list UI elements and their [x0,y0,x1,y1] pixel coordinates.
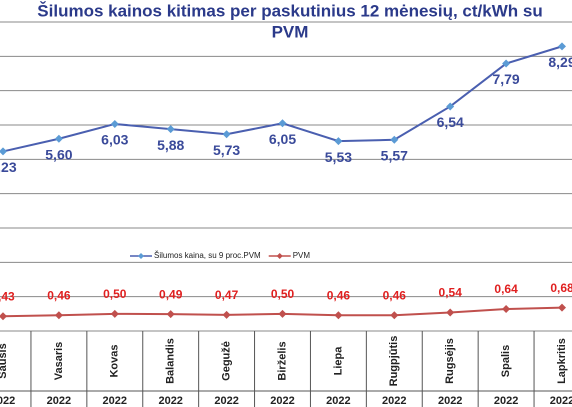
value-label: 0,68 [550,281,572,295]
x-tick-label: Liepa [332,346,344,376]
x-tick-label: Birželis [276,341,288,380]
value-label: 0,46 [383,288,407,302]
point [110,309,119,318]
x-tick-label: Lapkritis [556,338,568,384]
point [502,305,511,314]
point [446,102,455,111]
point [110,119,119,128]
point [278,309,287,318]
value-label: 0,50 [103,287,127,301]
x-tick-label: Rugpjūtis [388,336,400,387]
value-label: 0,43 [0,289,15,303]
point [334,311,343,320]
chart-title: PVM [272,22,309,41]
x-tick-year: 2022 [438,395,462,407]
value-label: 0,49 [159,287,183,301]
legend-marker [276,253,283,259]
value-label: 0,46 [327,288,351,302]
x-tick-year: 2022 [270,395,294,407]
x-tick-year: 2022 [214,395,238,407]
chart-title: Šilumos kainos kitimas per paskutinius 1… [37,1,542,20]
legend-label: PVM [293,251,311,260]
value-label: 0,46 [47,288,71,302]
value-label: 0,54 [439,286,463,300]
point [334,137,343,146]
point [558,42,566,51]
point [278,119,287,128]
point [390,135,399,144]
legend-label: Šilumos kaina, su 9 proc.PVM [154,251,261,260]
value-label: 5,23 [0,159,17,175]
point [222,130,231,139]
x-tick-year: 2022 [494,395,518,407]
x-tick-year: 2022 [103,395,127,407]
x-tick-year: 2022 [0,395,15,407]
point [0,147,7,156]
x-tick-year: 2022 [47,395,71,407]
value-label: 6,03 [101,132,128,148]
value-label: 5,88 [157,137,184,153]
value-label: 6,05 [269,131,296,147]
x-tick-year: 2022 [158,395,182,407]
legend-marker [138,253,144,259]
point [502,59,511,68]
value-label: 8,29 [548,54,572,70]
x-tick-year: 2022 [326,395,350,407]
point [558,303,566,312]
point [54,134,63,143]
x-tick-label: Spalis [500,345,512,377]
x-tick-label: Gegužė [221,341,233,381]
value-label: 0,47 [215,288,239,302]
point [166,310,175,319]
value-label: 5,60 [45,146,72,162]
x-tick-label: Kovas [109,344,121,377]
value-label: 5,73 [213,142,240,158]
point [222,310,231,319]
point [390,311,399,320]
x-tick-label: Rugsėjis [444,338,456,384]
x-tick-year: 2022 [382,395,406,407]
x-tick-label: Sausis [0,343,9,378]
value-label: 0,50 [271,287,295,301]
x-tick-year: 2022 [550,395,572,407]
value-label: 7,79 [492,71,519,87]
point [54,311,63,320]
point [446,308,455,317]
point [166,125,175,134]
x-tick-label: Vasaris [53,342,65,381]
point [0,312,7,321]
value-label: 5,53 [325,149,352,165]
x-tick-label: Balandis [165,338,177,384]
value-label: 5,57 [381,147,408,163]
value-label: 6,54 [437,114,464,130]
value-label: 0,64 [494,282,518,296]
